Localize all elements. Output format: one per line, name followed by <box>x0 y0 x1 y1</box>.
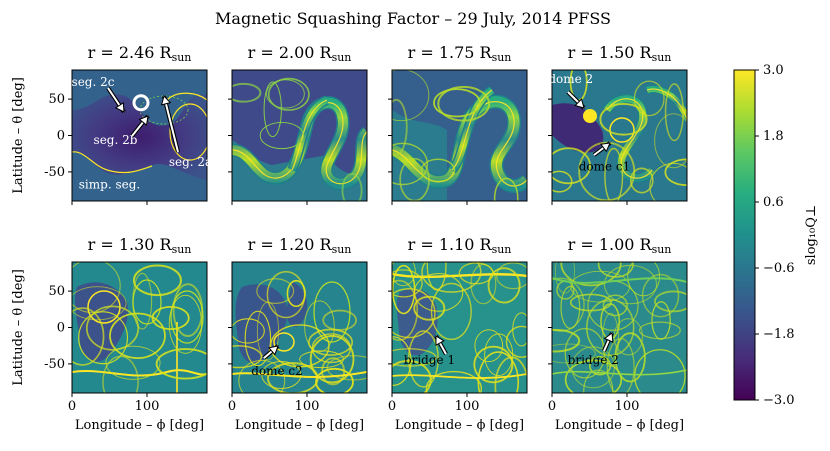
arrow-dome-2-head <box>574 98 585 109</box>
y-axis-label: Latitude – θ [deg] <box>11 269 26 386</box>
x-axis-label: Longitude – ϕ [deg] <box>395 418 524 433</box>
colorbar-tick-label: 3.0 <box>763 63 784 78</box>
heatmap-panel <box>232 70 367 201</box>
colorbar-label: slog₁₀Q⊥ <box>804 205 819 265</box>
annotation-label: seg. 2c <box>72 75 115 89</box>
marker-circle <box>132 94 150 112</box>
panel-radius: r = 2.46 R <box>88 43 173 62</box>
x-tick-label: 100 <box>615 399 640 414</box>
arrow-bridge-2-head <box>603 332 614 343</box>
panel-radius: r = 2.00 R <box>248 43 333 62</box>
panel-radius-subscript: sun <box>332 243 352 256</box>
colorbar-tick-label: −3.0 <box>763 393 795 408</box>
heatmap-panel <box>232 262 367 393</box>
arrow-seg-2a <box>163 95 179 153</box>
heatmap-panel <box>72 262 207 393</box>
arrow-seg-2b-head <box>138 115 149 126</box>
colorbar-tick-label: −1.8 <box>763 327 795 342</box>
x-tick-label: 0 <box>388 399 396 414</box>
panel-title: r = 1.20 Rsun <box>248 235 352 256</box>
x-tick-label: 0 <box>228 399 236 414</box>
arrow-dome-c1-head <box>599 142 611 153</box>
panel-radius: r = 1.20 R <box>248 235 333 254</box>
arrow-seg-2a-head <box>160 95 172 106</box>
panel-title: r = 1.75 Rsun <box>408 43 512 64</box>
x-axis-label: Longitude – ϕ [deg] <box>235 418 364 433</box>
colorbar-tick-label: −0.6 <box>763 261 795 276</box>
panel-radius: r = 1.10 R <box>408 235 493 254</box>
panel-title: r = 1.50 Rsun <box>568 43 672 64</box>
arrow-seg-2c-head <box>114 101 125 113</box>
panel-radius: r = 1.50 R <box>568 43 653 62</box>
annotation-label: seg. 2b <box>94 133 138 147</box>
y-tick-label: -50 <box>44 165 65 180</box>
panel-radius-subscript: sun <box>652 51 672 64</box>
annotation-label: seg. 2a <box>169 155 212 169</box>
heatmap-panel <box>552 262 687 393</box>
panel-title: r = 1.10 Rsun <box>408 235 512 256</box>
annotation-label: dome c2 <box>251 364 303 378</box>
panel-title: r = 1.00 Rsun <box>568 235 672 256</box>
panel-radius-subscript: sun <box>172 51 192 64</box>
x-tick-label: 100 <box>135 399 160 414</box>
panel-radius: r = 1.00 R <box>568 235 653 254</box>
arrow-bridge-1-head <box>435 335 445 347</box>
annotation-label: bridge 2 <box>568 353 619 367</box>
panel-radius-subscript: sun <box>172 243 192 256</box>
annotation-label: dome c1 <box>579 159 631 173</box>
heatmap-panel <box>552 70 687 201</box>
panel-radius-subscript: sun <box>492 243 512 256</box>
heatmap-panel <box>72 70 207 201</box>
y-tick-label: 0 <box>57 129 65 144</box>
panel-radius-subscript: sun <box>652 243 672 256</box>
panel-radius: r = 1.75 R <box>408 43 493 62</box>
x-axis-label: Longitude – ϕ [deg] <box>75 418 204 433</box>
y-axis-label: Latitude – θ [deg] <box>11 77 26 194</box>
panel-radius-subscript: sun <box>492 51 512 64</box>
y-tick-label: 50 <box>48 92 65 107</box>
colorbar-tick-label: 1.8 <box>763 129 784 144</box>
annotation-label: dome 2 <box>548 72 593 86</box>
panel-radius-subscript: sun <box>332 51 352 64</box>
x-axis-label: Longitude – ϕ [deg] <box>555 418 684 433</box>
y-tick-label: 0 <box>57 321 65 336</box>
heatmap-panel <box>392 262 527 393</box>
panel-title: r = 1.30 Rsun <box>88 235 192 256</box>
annotation-label: bridge 1 <box>404 353 455 367</box>
heatmap-panel <box>392 70 527 201</box>
y-tick-label: 50 <box>48 284 65 299</box>
panel-title: r = 2.46 Rsun <box>88 43 192 64</box>
panel-title: r = 2.00 Rsun <box>248 43 352 64</box>
y-tick-label: -50 <box>44 357 65 372</box>
x-tick-label: 100 <box>295 399 320 414</box>
x-tick-label: 0 <box>548 399 556 414</box>
x-tick-label: 100 <box>455 399 480 414</box>
colorbar <box>733 69 756 401</box>
colorbar-tick-label: 0.6 <box>763 195 784 210</box>
panel-radius: r = 1.30 R <box>88 235 173 254</box>
arrow-dome-c2-head <box>268 345 279 356</box>
x-tick-label: 0 <box>68 399 76 414</box>
annotation-label: simp. seg. <box>79 178 140 192</box>
figure-title: Magnetic Squashing Factor – 29 July, 201… <box>215 9 611 28</box>
